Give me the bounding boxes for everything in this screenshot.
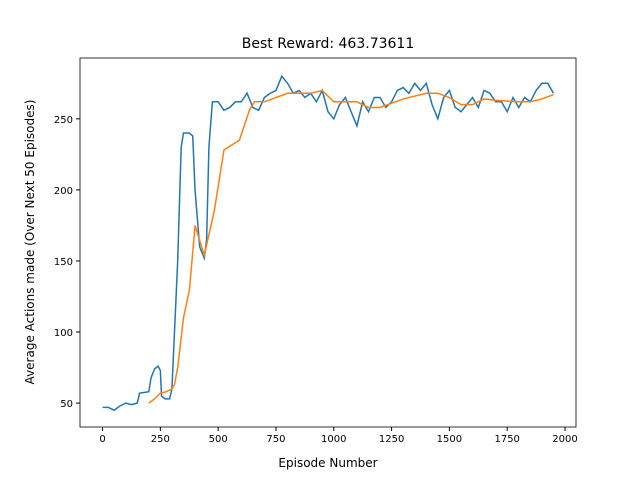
y-axis-label: Average Actions made (Over Next 50 Episo… [23, 100, 37, 385]
line-series [102, 74, 555, 412]
y-tick-label: 200 [54, 186, 73, 197]
x-tick-label: 750 [266, 434, 285, 445]
y-tick-label: 100 [54, 328, 73, 339]
x-tick-label: 1250 [379, 434, 404, 445]
x-tick-label: 2000 [552, 434, 577, 445]
x-tick-label: 500 [209, 434, 228, 445]
chart-title: Best Reward: 463.73611 [242, 36, 414, 52]
x-tick-label: 1750 [494, 434, 519, 445]
line-series [148, 89, 554, 404]
x-tick-label: 250 [151, 434, 170, 445]
x-tick-label: 0 [99, 434, 105, 445]
y-tick-label: 50 [60, 399, 73, 410]
y-tick-label: 250 [54, 115, 73, 126]
x-axis-label: Episode Number [278, 456, 377, 470]
y-tick-label: 150 [54, 257, 73, 268]
x-tick-label: 1500 [437, 434, 462, 445]
x-tick-label: 1000 [321, 434, 346, 445]
plot-frame [79, 57, 577, 428]
